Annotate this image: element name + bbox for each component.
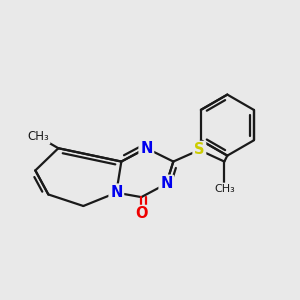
Text: N: N — [140, 141, 152, 156]
Text: N: N — [160, 176, 172, 191]
Text: N: N — [110, 185, 122, 200]
Text: O: O — [135, 206, 148, 221]
Text: CH₃: CH₃ — [28, 130, 49, 143]
Text: CH₃: CH₃ — [214, 184, 235, 194]
Text: S: S — [194, 142, 205, 158]
